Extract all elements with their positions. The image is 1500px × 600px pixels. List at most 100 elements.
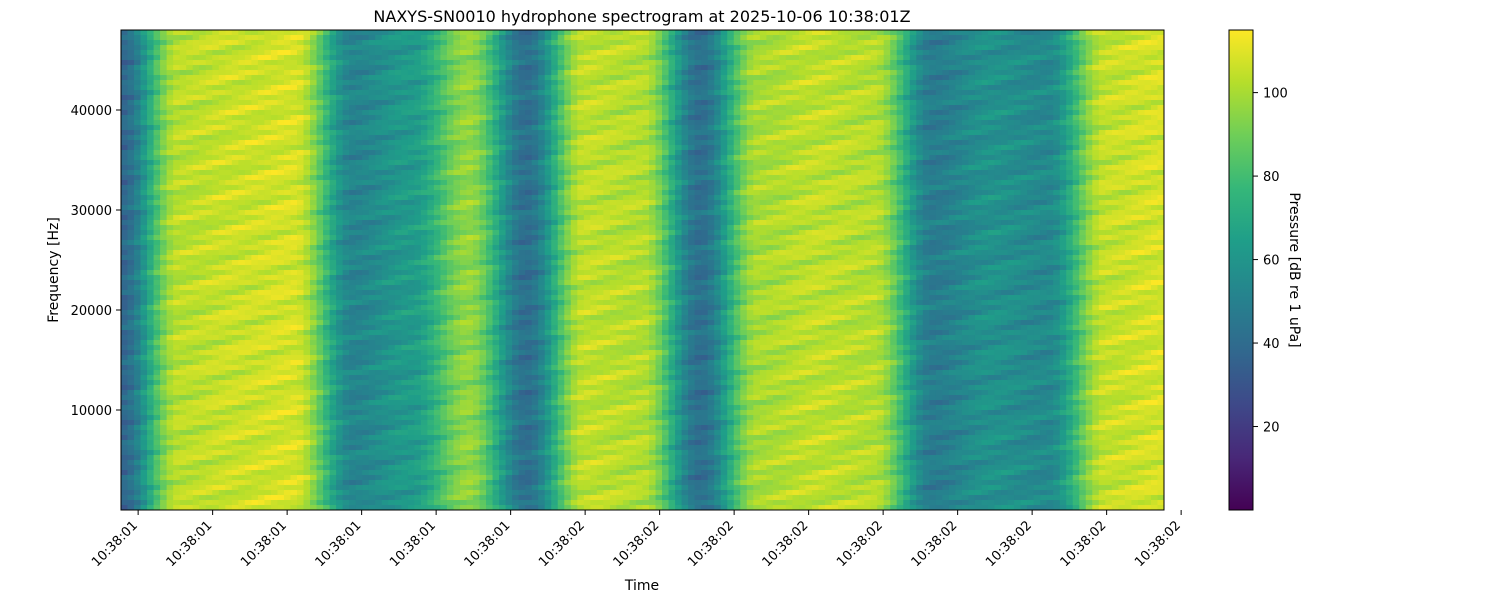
heatmap-cell — [121, 200, 129, 206]
heatmap-cell — [349, 330, 357, 336]
heatmap-cell — [316, 460, 324, 466]
heatmap-cell — [199, 390, 207, 396]
heatmap-cell — [218, 90, 226, 96]
heatmap-cell — [147, 430, 155, 436]
heatmap-cell — [427, 260, 435, 266]
heatmap-cell — [414, 55, 422, 61]
heatmap-cell — [453, 475, 461, 481]
heatmap-cell — [401, 40, 409, 46]
heatmap-cell — [140, 35, 148, 41]
heatmap-cell — [121, 255, 129, 261]
heatmap-cell — [342, 285, 350, 291]
heatmap-cell — [303, 55, 311, 61]
heatmap-cell — [446, 205, 455, 211]
heatmap-cell — [407, 485, 415, 491]
heatmap-cell — [270, 305, 279, 311]
heatmap-cell — [427, 180, 435, 186]
heatmap-cell — [336, 155, 344, 161]
heatmap-cell — [290, 155, 298, 161]
heatmap-cell — [140, 375, 148, 381]
heatmap-cell — [218, 460, 226, 466]
heatmap-cell — [316, 310, 324, 316]
heatmap-cell — [225, 375, 233, 381]
heatmap-cell — [453, 320, 461, 326]
heatmap-cell — [420, 140, 428, 146]
heatmap-cell — [336, 480, 344, 486]
heatmap-cell — [127, 265, 135, 271]
heatmap-cell — [355, 285, 363, 291]
heatmap-cell — [160, 220, 168, 226]
heatmap-cell — [153, 445, 161, 451]
heatmap-cell — [270, 85, 279, 91]
heatmap-cell — [153, 145, 161, 151]
heatmap-cell — [290, 385, 298, 391]
heatmap-cell — [381, 420, 389, 426]
heatmap-cell — [414, 300, 422, 306]
heatmap-cell — [270, 65, 279, 71]
heatmap-cell — [238, 175, 246, 181]
heatmap-cell — [310, 495, 318, 501]
heatmap-cell — [414, 390, 422, 396]
heatmap-cell — [283, 200, 292, 206]
heatmap-cell — [205, 75, 213, 81]
heatmap-cell — [179, 285, 187, 291]
heatmap-cell — [173, 475, 181, 481]
heatmap-cell — [433, 40, 442, 46]
heatmap-cell — [205, 500, 213, 506]
heatmap-cell — [329, 205, 337, 211]
heatmap-cell — [381, 80, 389, 86]
heatmap-cell — [127, 165, 135, 171]
heatmap-cell — [355, 440, 363, 446]
heatmap-cell — [264, 190, 272, 196]
heatmap-cell — [270, 230, 279, 236]
heatmap-cell — [433, 210, 442, 216]
heatmap-cell — [179, 65, 187, 71]
heatmap-cell — [303, 40, 311, 46]
heatmap-cell — [147, 450, 155, 456]
heatmap-cell — [310, 355, 318, 361]
heatmap-cell — [231, 445, 239, 451]
heatmap-cell — [362, 320, 370, 326]
heatmap-cell — [212, 430, 220, 436]
heatmap-cell — [388, 95, 396, 101]
heatmap-cell — [401, 315, 409, 321]
heatmap-cell — [329, 110, 337, 116]
heatmap-cell — [355, 45, 363, 51]
heatmap-cell — [290, 305, 298, 311]
heatmap-cell — [303, 460, 311, 466]
heatmap-cell — [179, 105, 187, 111]
heatmap-cell — [173, 40, 181, 46]
heatmap-cell — [147, 55, 155, 61]
heatmap-cell — [199, 210, 207, 216]
heatmap-cell — [303, 420, 311, 426]
heatmap-cell — [212, 175, 220, 181]
heatmap-cell — [414, 220, 422, 226]
heatmap-cell — [205, 210, 213, 216]
heatmap-cell — [179, 60, 187, 66]
heatmap-cell — [420, 125, 428, 131]
heatmap-cell — [407, 490, 415, 496]
heatmap-cell — [205, 450, 213, 456]
heatmap-cell — [414, 490, 422, 496]
heatmap-cell — [290, 45, 298, 51]
heatmap-cell — [342, 265, 350, 271]
heatmap-cell — [342, 405, 350, 411]
heatmap-cell — [283, 190, 292, 196]
heatmap-cell — [310, 125, 318, 131]
heatmap-cell — [205, 270, 213, 276]
heatmap-cell — [166, 45, 174, 51]
heatmap-cell — [212, 150, 220, 156]
heatmap-cell — [212, 215, 220, 221]
heatmap-cell — [147, 65, 155, 71]
heatmap-cell — [140, 340, 148, 346]
heatmap-cell — [303, 130, 311, 136]
heatmap-cell — [342, 345, 350, 351]
heatmap-cell — [355, 50, 363, 56]
heatmap-cell — [270, 350, 279, 356]
heatmap-cell — [342, 115, 350, 121]
heatmap-cell — [368, 410, 376, 416]
heatmap-cell — [381, 85, 389, 91]
heatmap-cell — [121, 175, 129, 181]
heatmap-cell — [336, 470, 344, 476]
heatmap-cell — [297, 220, 305, 226]
